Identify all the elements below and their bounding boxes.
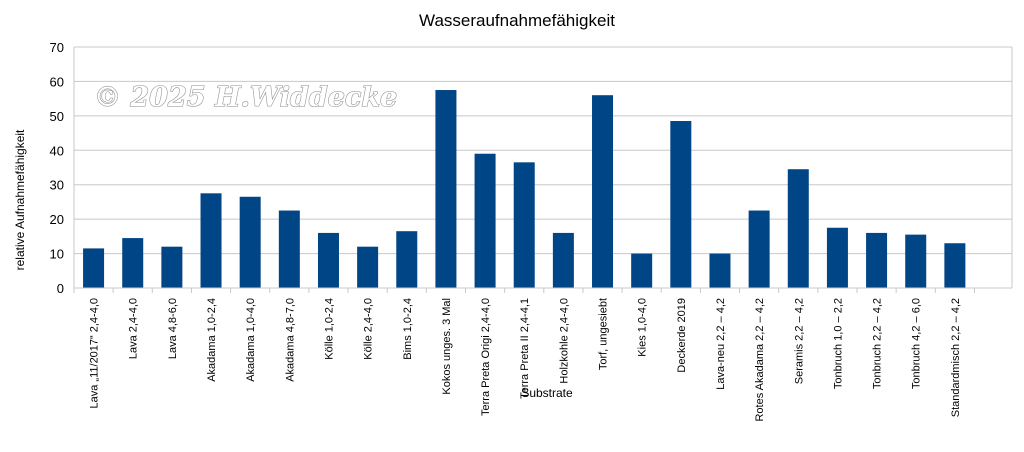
x-tick-label: Lava-neu 2,2 – 4,2 [715,298,727,390]
bar [826,227,848,288]
x-axis-label: Substrate [521,386,573,400]
x-tick-label: Kölle 1,0-2,4 [323,298,335,360]
x-tick-label: Akadama 4,8-7,0 [284,298,296,382]
y-axis-label: relative Aufnahmefähigkeit [13,129,27,270]
x-tick-label: Lava 4,8-6,0 [167,298,179,359]
y-tick-label: 10 [50,247,64,262]
bar [748,210,770,288]
x-tick-label: Standardmisch 2,2 – 4,2 [950,298,962,417]
y-tick-label: 70 [50,40,64,55]
x-tick-label: Bims 1,0-2,4 [402,298,414,360]
bar [317,232,339,288]
x-tick-label: Deckerde 2019 [676,298,688,373]
x-tick-label: Lava 2,4-4,0 [128,298,140,359]
bar [592,95,614,288]
x-tick-label: Akadama 1,0-4,0 [245,298,257,382]
bar [122,238,144,288]
bar [670,121,692,289]
bar [513,162,535,288]
copyright-watermark: © 2025 H.Widdecke [94,82,397,113]
y-axis-ticks: 0 10 20 30 40 50 60 70 [50,40,64,296]
chart-title: Wasseraufnahmefähigkeit [419,11,615,30]
x-tick-label: Seramis 2,2 – 4,2 [793,298,805,384]
y-tick-label: 60 [50,74,64,89]
x-axis-ticks: Lava „11/2017“ 2,4-4,0 Lava 2,4-4,0 Lava 4… [89,298,962,422]
y-tick-label: 30 [50,178,64,193]
x-tick-label: Rotes Akadama 2,2 – 4,2 [754,298,766,422]
bar [278,210,300,288]
x-tick-label: Torf, ungesiebt [598,298,610,370]
bar [552,232,574,288]
y-tick-label: 20 [50,212,64,227]
x-tick-label: Tonbruch 4,2 – 6,0 [911,298,923,389]
gridlines [74,46,1012,255]
x-tick-label: Kölle 2,4-4,0 [363,298,375,360]
bar [357,246,379,288]
x-tick-label: Holzkohle 2,4-4,0 [558,298,570,384]
bar [239,196,261,288]
x-tick-label: Kokos unges. 3 Mal [441,298,453,395]
bar [944,243,966,288]
x-tick-label: Terra Preta II 2,4-4,1 [519,298,531,399]
bar [396,231,418,288]
y-tick-label: 0 [57,281,64,296]
bar [83,248,105,288]
bar [631,253,653,288]
x-tick-label: Terra Preta Origi 2,4-4,0 [480,298,492,416]
bar [866,232,888,288]
axes [73,47,1013,293]
y-tick-label: 40 [50,143,64,158]
x-tick-label: Tonbruch 2,2 – 4,2 [872,298,884,389]
x-tick-label: Akadama 1,0-2,4 [206,298,218,382]
x-tick-label: Lava „11/2017“ 2,4-4,0 [89,298,101,408]
bar [161,246,183,288]
bar [435,90,457,289]
bar [905,234,927,288]
bar [474,153,496,288]
x-tick-label: Kies 1,0-4,0 [637,298,649,357]
y-tick-label: 50 [50,109,64,124]
x-tick-label: Tonbruch 1,0 – 2,2 [832,298,844,389]
bar [709,253,731,288]
bars [83,90,966,289]
bar [200,193,222,288]
bar [787,169,809,288]
